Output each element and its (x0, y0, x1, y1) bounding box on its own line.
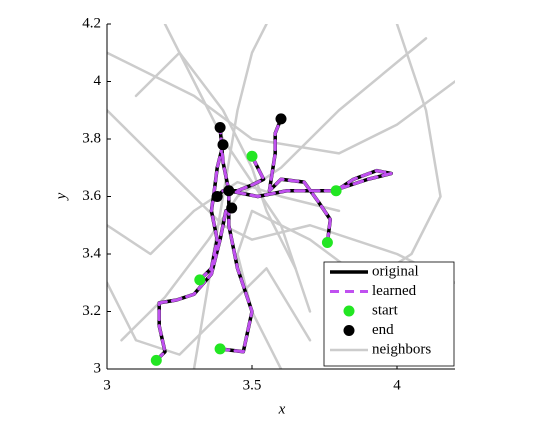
trajectory (120, 37, 428, 342)
legend-label: start (372, 302, 399, 318)
trajectory (267, 117, 332, 244)
y-tick-label: 3.2 (82, 303, 101, 319)
trajectory (154, 206, 234, 362)
legend-swatch (343, 325, 355, 336)
y-tick-label: 3.8 (82, 130, 101, 146)
trajectory (215, 154, 266, 198)
legend-label: original (372, 263, 419, 279)
trajectory (107, 51, 455, 155)
legend-label: end (372, 322, 394, 338)
x-tick-label: 3.5 (243, 377, 262, 393)
trajectory (192, 24, 268, 369)
plot-area (107, 24, 455, 369)
point (321, 237, 333, 248)
point (214, 122, 226, 133)
legend-label: neighbors (372, 341, 431, 357)
trajectory (163, 24, 312, 313)
trajectory (134, 51, 297, 270)
point (217, 139, 229, 151)
x-axis-label: x (278, 401, 286, 417)
trajectory (218, 189, 254, 354)
point (223, 185, 235, 197)
y-tick-label: 4.2 (82, 15, 101, 31)
point (330, 185, 342, 197)
y-tick-label: 4 (94, 73, 102, 89)
point (211, 191, 223, 202)
trajectory (198, 143, 225, 282)
point (246, 150, 258, 162)
y-tick-label: 3.6 (82, 188, 101, 204)
point (214, 343, 226, 355)
legend-label: learned (372, 283, 417, 299)
trajectory (107, 109, 455, 284)
point (194, 274, 206, 286)
point (275, 113, 287, 125)
legend-swatch (343, 305, 355, 317)
x-tick-label: 4 (393, 377, 401, 393)
y-tick-label: 3 (94, 360, 102, 376)
trajectory (107, 267, 312, 356)
y-tick-label: 3.4 (82, 245, 101, 261)
trajectory (236, 209, 370, 369)
x-tick-label: 3 (103, 377, 111, 393)
point (150, 354, 162, 366)
point (226, 202, 238, 214)
y-axis-label: y (53, 192, 69, 201)
